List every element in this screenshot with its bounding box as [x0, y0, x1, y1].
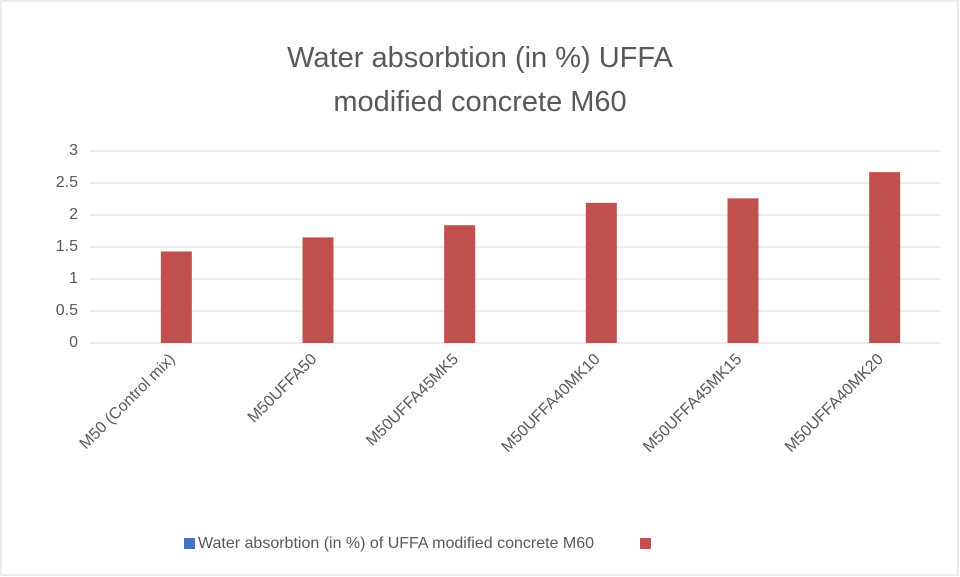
bar	[585, 202, 617, 343]
legend-swatch	[184, 538, 195, 549]
y-tick-label: 1.5	[56, 238, 78, 255]
bar	[727, 198, 759, 343]
y-tick-label: 3	[69, 142, 78, 159]
y-tick-label: 0	[69, 334, 78, 351]
bar	[444, 225, 476, 343]
y-tick-label: 1	[69, 270, 78, 287]
bar	[160, 251, 192, 343]
chart-title: Water absorbtion (in %) UFFA modified co…	[287, 42, 673, 118]
legend-label: Water absorbtion (in %) of UFFA modified…	[198, 535, 594, 552]
y-tick-label: 2	[69, 206, 78, 223]
legend-swatch	[640, 538, 652, 549]
bar	[869, 172, 901, 343]
y-tick-label: 2.5	[56, 174, 78, 191]
bar	[302, 237, 334, 343]
y-tick-label: 0.5	[56, 302, 78, 319]
